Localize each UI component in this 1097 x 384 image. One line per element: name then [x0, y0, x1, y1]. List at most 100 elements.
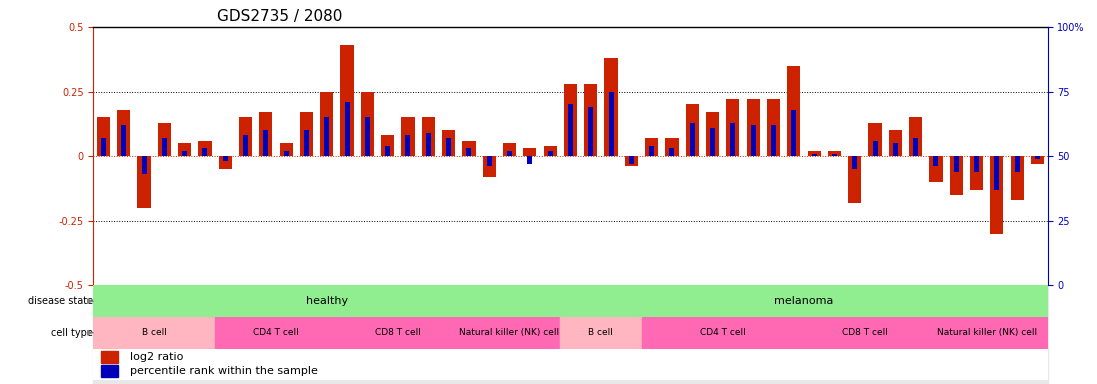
- Bar: [832, 154, 837, 156]
- Bar: [158, 122, 171, 156]
- Text: disease state: disease state: [27, 296, 93, 306]
- Bar: [893, 143, 897, 156]
- Bar: [502, 143, 516, 156]
- Bar: [259, 112, 272, 156]
- Bar: [642, 317, 804, 349]
- Bar: [299, 112, 313, 156]
- Bar: [507, 151, 512, 156]
- Bar: [1010, 156, 1024, 200]
- Bar: [215, 317, 337, 349]
- Text: CD4 T cell: CD4 T cell: [700, 328, 746, 337]
- Bar: [263, 130, 269, 156]
- Bar: [828, 151, 841, 156]
- Bar: [385, 146, 391, 156]
- Bar: [284, 151, 289, 156]
- Bar: [101, 365, 118, 377]
- Bar: [344, 102, 350, 156]
- Bar: [340, 45, 353, 156]
- Bar: [706, 112, 720, 156]
- Bar: [869, 122, 882, 156]
- Bar: [218, 156, 231, 169]
- Bar: [561, 285, 1048, 317]
- Bar: [909, 118, 923, 156]
- Bar: [690, 122, 694, 156]
- Bar: [142, 156, 147, 174]
- Text: Natural killer (NK) cell: Natural killer (NK) cell: [460, 328, 559, 337]
- Bar: [726, 99, 739, 156]
- Text: healthy: healthy: [306, 296, 348, 306]
- Bar: [97, 118, 110, 156]
- Bar: [320, 91, 333, 156]
- Bar: [649, 146, 654, 156]
- Bar: [446, 138, 451, 156]
- Bar: [543, 146, 557, 156]
- Bar: [953, 156, 959, 172]
- Bar: [604, 58, 618, 156]
- Bar: [466, 148, 472, 156]
- Bar: [934, 156, 938, 167]
- Bar: [304, 130, 309, 156]
- Bar: [991, 156, 1004, 234]
- Bar: [848, 156, 861, 203]
- Text: B cell: B cell: [142, 328, 167, 337]
- Text: CD8 T cell: CD8 T cell: [375, 328, 421, 337]
- Bar: [223, 156, 228, 161]
- Bar: [459, 317, 561, 349]
- Bar: [950, 156, 963, 195]
- Bar: [974, 156, 979, 172]
- Bar: [421, 118, 434, 156]
- Bar: [239, 118, 252, 156]
- Bar: [666, 138, 679, 156]
- Bar: [162, 138, 167, 156]
- Bar: [994, 156, 999, 190]
- Bar: [547, 151, 553, 156]
- Bar: [137, 156, 150, 208]
- Text: cell type: cell type: [50, 328, 93, 338]
- Text: log2 ratio: log2 ratio: [129, 352, 183, 362]
- Bar: [442, 130, 455, 156]
- Bar: [365, 118, 370, 156]
- Bar: [117, 109, 131, 156]
- Text: CD8 T cell: CD8 T cell: [841, 328, 887, 337]
- Bar: [182, 151, 188, 156]
- Bar: [588, 107, 593, 156]
- Bar: [929, 156, 942, 182]
- Bar: [889, 130, 902, 156]
- Bar: [337, 317, 459, 349]
- Bar: [203, 148, 207, 156]
- Bar: [686, 104, 699, 156]
- Bar: [767, 99, 780, 156]
- Bar: [561, 317, 642, 349]
- Bar: [402, 118, 415, 156]
- Bar: [852, 156, 857, 169]
- Text: Natural killer (NK) cell: Natural killer (NK) cell: [937, 328, 1037, 337]
- Bar: [93, 285, 1048, 384]
- Bar: [791, 109, 796, 156]
- Text: B cell: B cell: [588, 328, 613, 337]
- Bar: [625, 156, 638, 167]
- Bar: [609, 91, 613, 156]
- Bar: [406, 136, 410, 156]
- Bar: [426, 133, 431, 156]
- Text: percentile rank within the sample: percentile rank within the sample: [129, 366, 317, 376]
- Bar: [747, 99, 760, 156]
- Bar: [629, 156, 634, 164]
- Bar: [804, 317, 926, 349]
- Bar: [93, 317, 215, 349]
- Bar: [244, 136, 248, 156]
- Bar: [584, 84, 598, 156]
- Bar: [750, 125, 756, 156]
- Bar: [1031, 156, 1044, 164]
- Bar: [101, 138, 106, 156]
- Bar: [325, 118, 329, 156]
- Bar: [361, 91, 374, 156]
- Bar: [669, 148, 675, 156]
- Bar: [807, 151, 821, 156]
- Bar: [913, 138, 918, 156]
- Bar: [564, 84, 577, 156]
- Bar: [812, 154, 816, 156]
- Bar: [568, 104, 573, 156]
- Bar: [199, 141, 212, 156]
- Bar: [926, 317, 1048, 349]
- Bar: [381, 136, 394, 156]
